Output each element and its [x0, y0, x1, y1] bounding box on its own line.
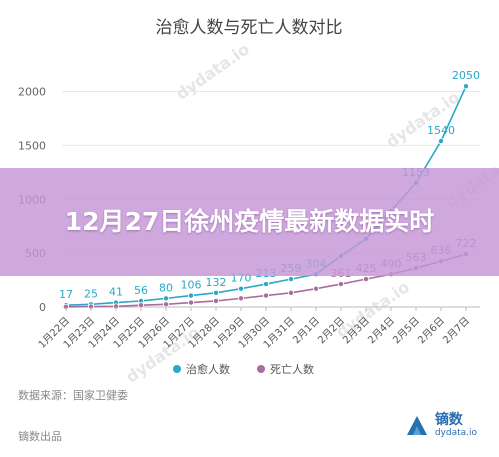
data-point	[437, 138, 444, 145]
data-label: 41	[109, 286, 123, 299]
logo-name: 镝数	[434, 412, 463, 428]
x-tick-label: 2月2日	[315, 315, 347, 347]
data-point	[212, 297, 219, 304]
legend-marker	[173, 365, 181, 373]
data-label: 132	[206, 276, 227, 289]
data-label: 17	[59, 288, 73, 301]
data-label: 2050	[452, 69, 480, 82]
y-tick-label: 0	[39, 301, 46, 314]
data-point	[237, 295, 244, 302]
data-source-note: 数据来源：国家卫健委	[18, 389, 128, 402]
brand-credit: 镝数出品	[18, 430, 62, 443]
dydata-logo: 镝数 dydata.io	[404, 412, 477, 439]
data-point	[362, 276, 369, 283]
data-point	[262, 281, 269, 288]
data-label: 80	[159, 281, 173, 294]
data-point	[187, 292, 194, 299]
x-tick-label: 2月7日	[440, 315, 472, 347]
x-tick-label: 2月3日	[340, 315, 372, 347]
data-point	[287, 276, 294, 283]
x-tick-label: 2月1日	[290, 315, 322, 347]
x-tick-label: 2月4日	[365, 315, 397, 347]
headline-text: 12月27日徐州疫情最新数据实时	[64, 207, 435, 236]
y-tick-label: 1500	[18, 139, 46, 152]
headline-banner: 12月27日徐州疫情最新数据实时	[0, 168, 499, 276]
data-point	[162, 301, 169, 308]
logo-mark-icon	[406, 415, 427, 435]
legend-label: 死亡人数	[270, 362, 314, 376]
data-label: 56	[134, 284, 148, 297]
x-tick-label: 2月5日	[390, 315, 422, 347]
data-point	[237, 285, 244, 292]
legend-label: 治愈人数	[186, 362, 230, 376]
data-point	[262, 292, 269, 299]
data-point	[212, 289, 219, 296]
y-tick-label: 2000	[18, 86, 46, 99]
data-label: 25	[84, 287, 98, 300]
data-point	[287, 289, 294, 296]
data-point	[162, 295, 169, 302]
data-point	[312, 285, 319, 292]
data-label: 106	[181, 279, 202, 292]
data-point	[137, 302, 144, 309]
data-label: 1540	[427, 124, 455, 137]
x-tick-label: 2月6日	[415, 315, 447, 347]
legend-marker	[257, 365, 265, 373]
data-point	[187, 299, 194, 306]
chart-title: 治愈人数与死亡人数对比	[156, 18, 343, 38]
data-point	[337, 281, 344, 288]
logo-url: dydata.io	[434, 428, 477, 438]
data-point	[462, 83, 469, 90]
